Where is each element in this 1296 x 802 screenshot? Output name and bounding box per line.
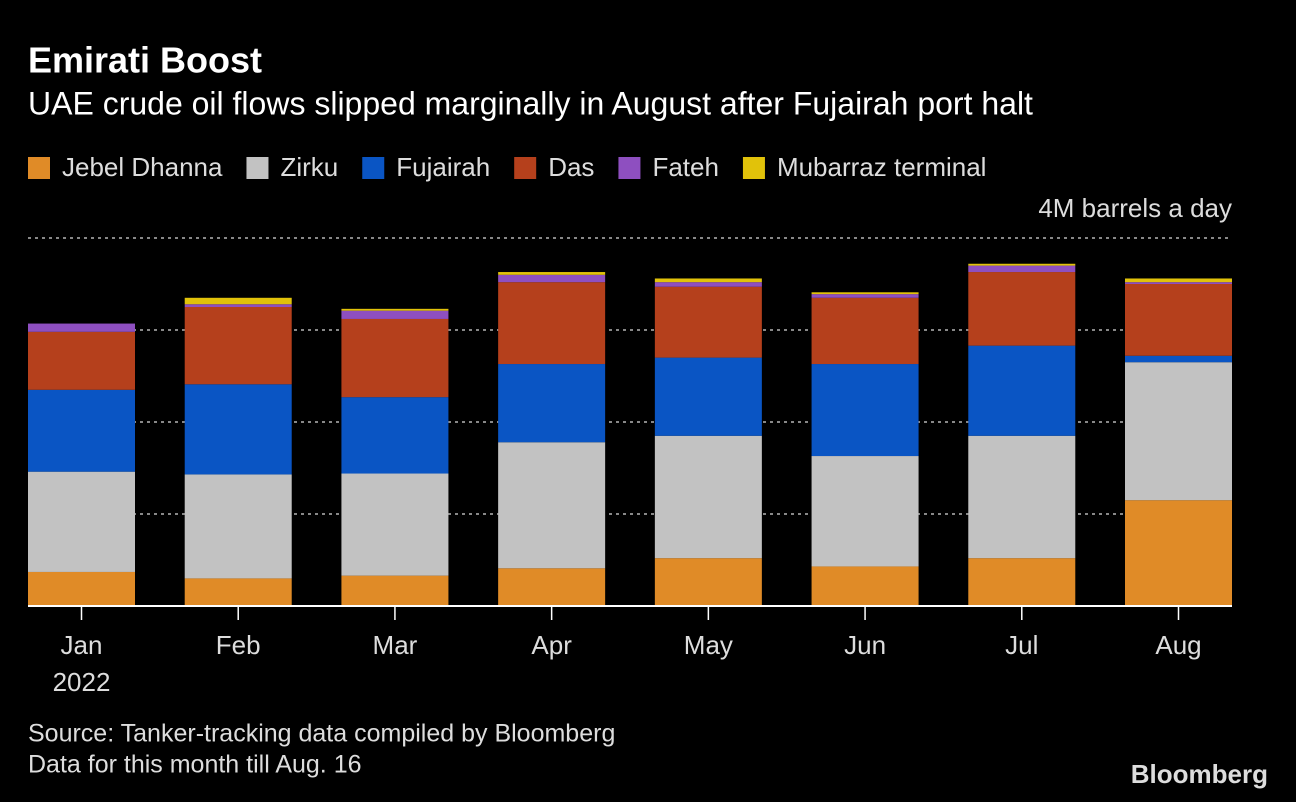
- bar-segment: [28, 389, 135, 472]
- bar-segment: [1125, 355, 1232, 363]
- bar-segment: [184, 304, 292, 307]
- bar-segment: [498, 272, 606, 275]
- bar-segment: [1125, 362, 1232, 501]
- bar-segment: [498, 568, 606, 606]
- bar-segment: [184, 578, 292, 606]
- x-tick-label: Jan: [61, 630, 103, 660]
- bar-segment: [1125, 500, 1232, 606]
- legend-label: Fateh: [652, 152, 719, 182]
- x-tick-label: Apr: [531, 630, 572, 660]
- x-tick-label: Jul: [1005, 630, 1038, 660]
- bar-segment: [654, 286, 762, 358]
- bar-segment: [968, 345, 1076, 436]
- bar-segment: [811, 364, 919, 457]
- bar-segment: [341, 397, 449, 474]
- bar-segment: [498, 364, 606, 443]
- legend-label: Jebel Dhanna: [62, 152, 223, 182]
- chart-subtitle: UAE crude oil flows slipped marginally i…: [28, 85, 1033, 121]
- bar-segment: [968, 263, 1076, 266]
- x-tick-label: Mar: [373, 630, 418, 660]
- x-tick-label: Feb: [216, 630, 261, 660]
- bar-segment: [811, 297, 919, 365]
- legend-swatch: [514, 157, 537, 179]
- chart-title: Emirati Boost: [28, 40, 262, 81]
- bar-segment: [28, 331, 135, 390]
- legend-swatch: [618, 157, 641, 179]
- bar-segment: [811, 292, 919, 295]
- bar-segment: [184, 384, 292, 475]
- bar-segment: [28, 323, 135, 332]
- bar-segment: [184, 297, 292, 305]
- x-tick-label: Jun: [844, 630, 886, 660]
- bar-segment: [1125, 278, 1232, 283]
- bar-segment: [341, 575, 449, 606]
- bar-segment: [28, 471, 135, 572]
- bar-segment: [184, 474, 292, 579]
- bar-segment: [811, 456, 919, 567]
- bar-segment: [654, 357, 762, 436]
- legend-label: Das: [548, 152, 594, 182]
- bar-segment: [341, 318, 449, 398]
- bar-segment: [811, 566, 919, 606]
- x-sublabel: 2022: [53, 667, 111, 697]
- bar-segment: [184, 307, 292, 385]
- x-tick-label: Aug: [1155, 630, 1201, 660]
- bar-segment: [341, 308, 449, 311]
- bar-segment: [968, 435, 1076, 559]
- x-tick-label: May: [684, 630, 733, 660]
- note: Data for this month till Aug. 16: [28, 751, 362, 779]
- bar-segment: [968, 272, 1076, 346]
- legend-swatch: [28, 157, 50, 179]
- y-tick-label: 4M barrels a day: [1038, 193, 1232, 223]
- legend-label: Zirku: [280, 152, 338, 182]
- bar-segment: [341, 310, 449, 319]
- bar-segment: [1125, 282, 1232, 284]
- bar-segment: [968, 558, 1076, 606]
- bar-segment: [654, 435, 762, 559]
- legend-swatch: [246, 157, 269, 179]
- bar-segment: [811, 294, 919, 298]
- bar-segment: [341, 473, 449, 576]
- bar-segment: [28, 571, 135, 606]
- source: Source: Tanker-tracking data compiled by…: [28, 720, 615, 748]
- bar-segment: [654, 282, 762, 287]
- legend-swatch: [742, 157, 765, 179]
- bar-segment: [1125, 284, 1232, 356]
- bar-segment: [654, 558, 762, 606]
- bar-segment: [498, 442, 606, 569]
- legend-swatch: [362, 157, 385, 179]
- legend-label: Mubarraz terminal: [777, 152, 987, 182]
- brand: Bloomberg: [1131, 759, 1268, 789]
- legend-label: Fujairah: [396, 152, 490, 182]
- bar-segment: [968, 265, 1076, 273]
- bar-segment: [654, 278, 762, 283]
- bar-segment: [498, 274, 606, 283]
- bar-segment: [498, 282, 606, 365]
